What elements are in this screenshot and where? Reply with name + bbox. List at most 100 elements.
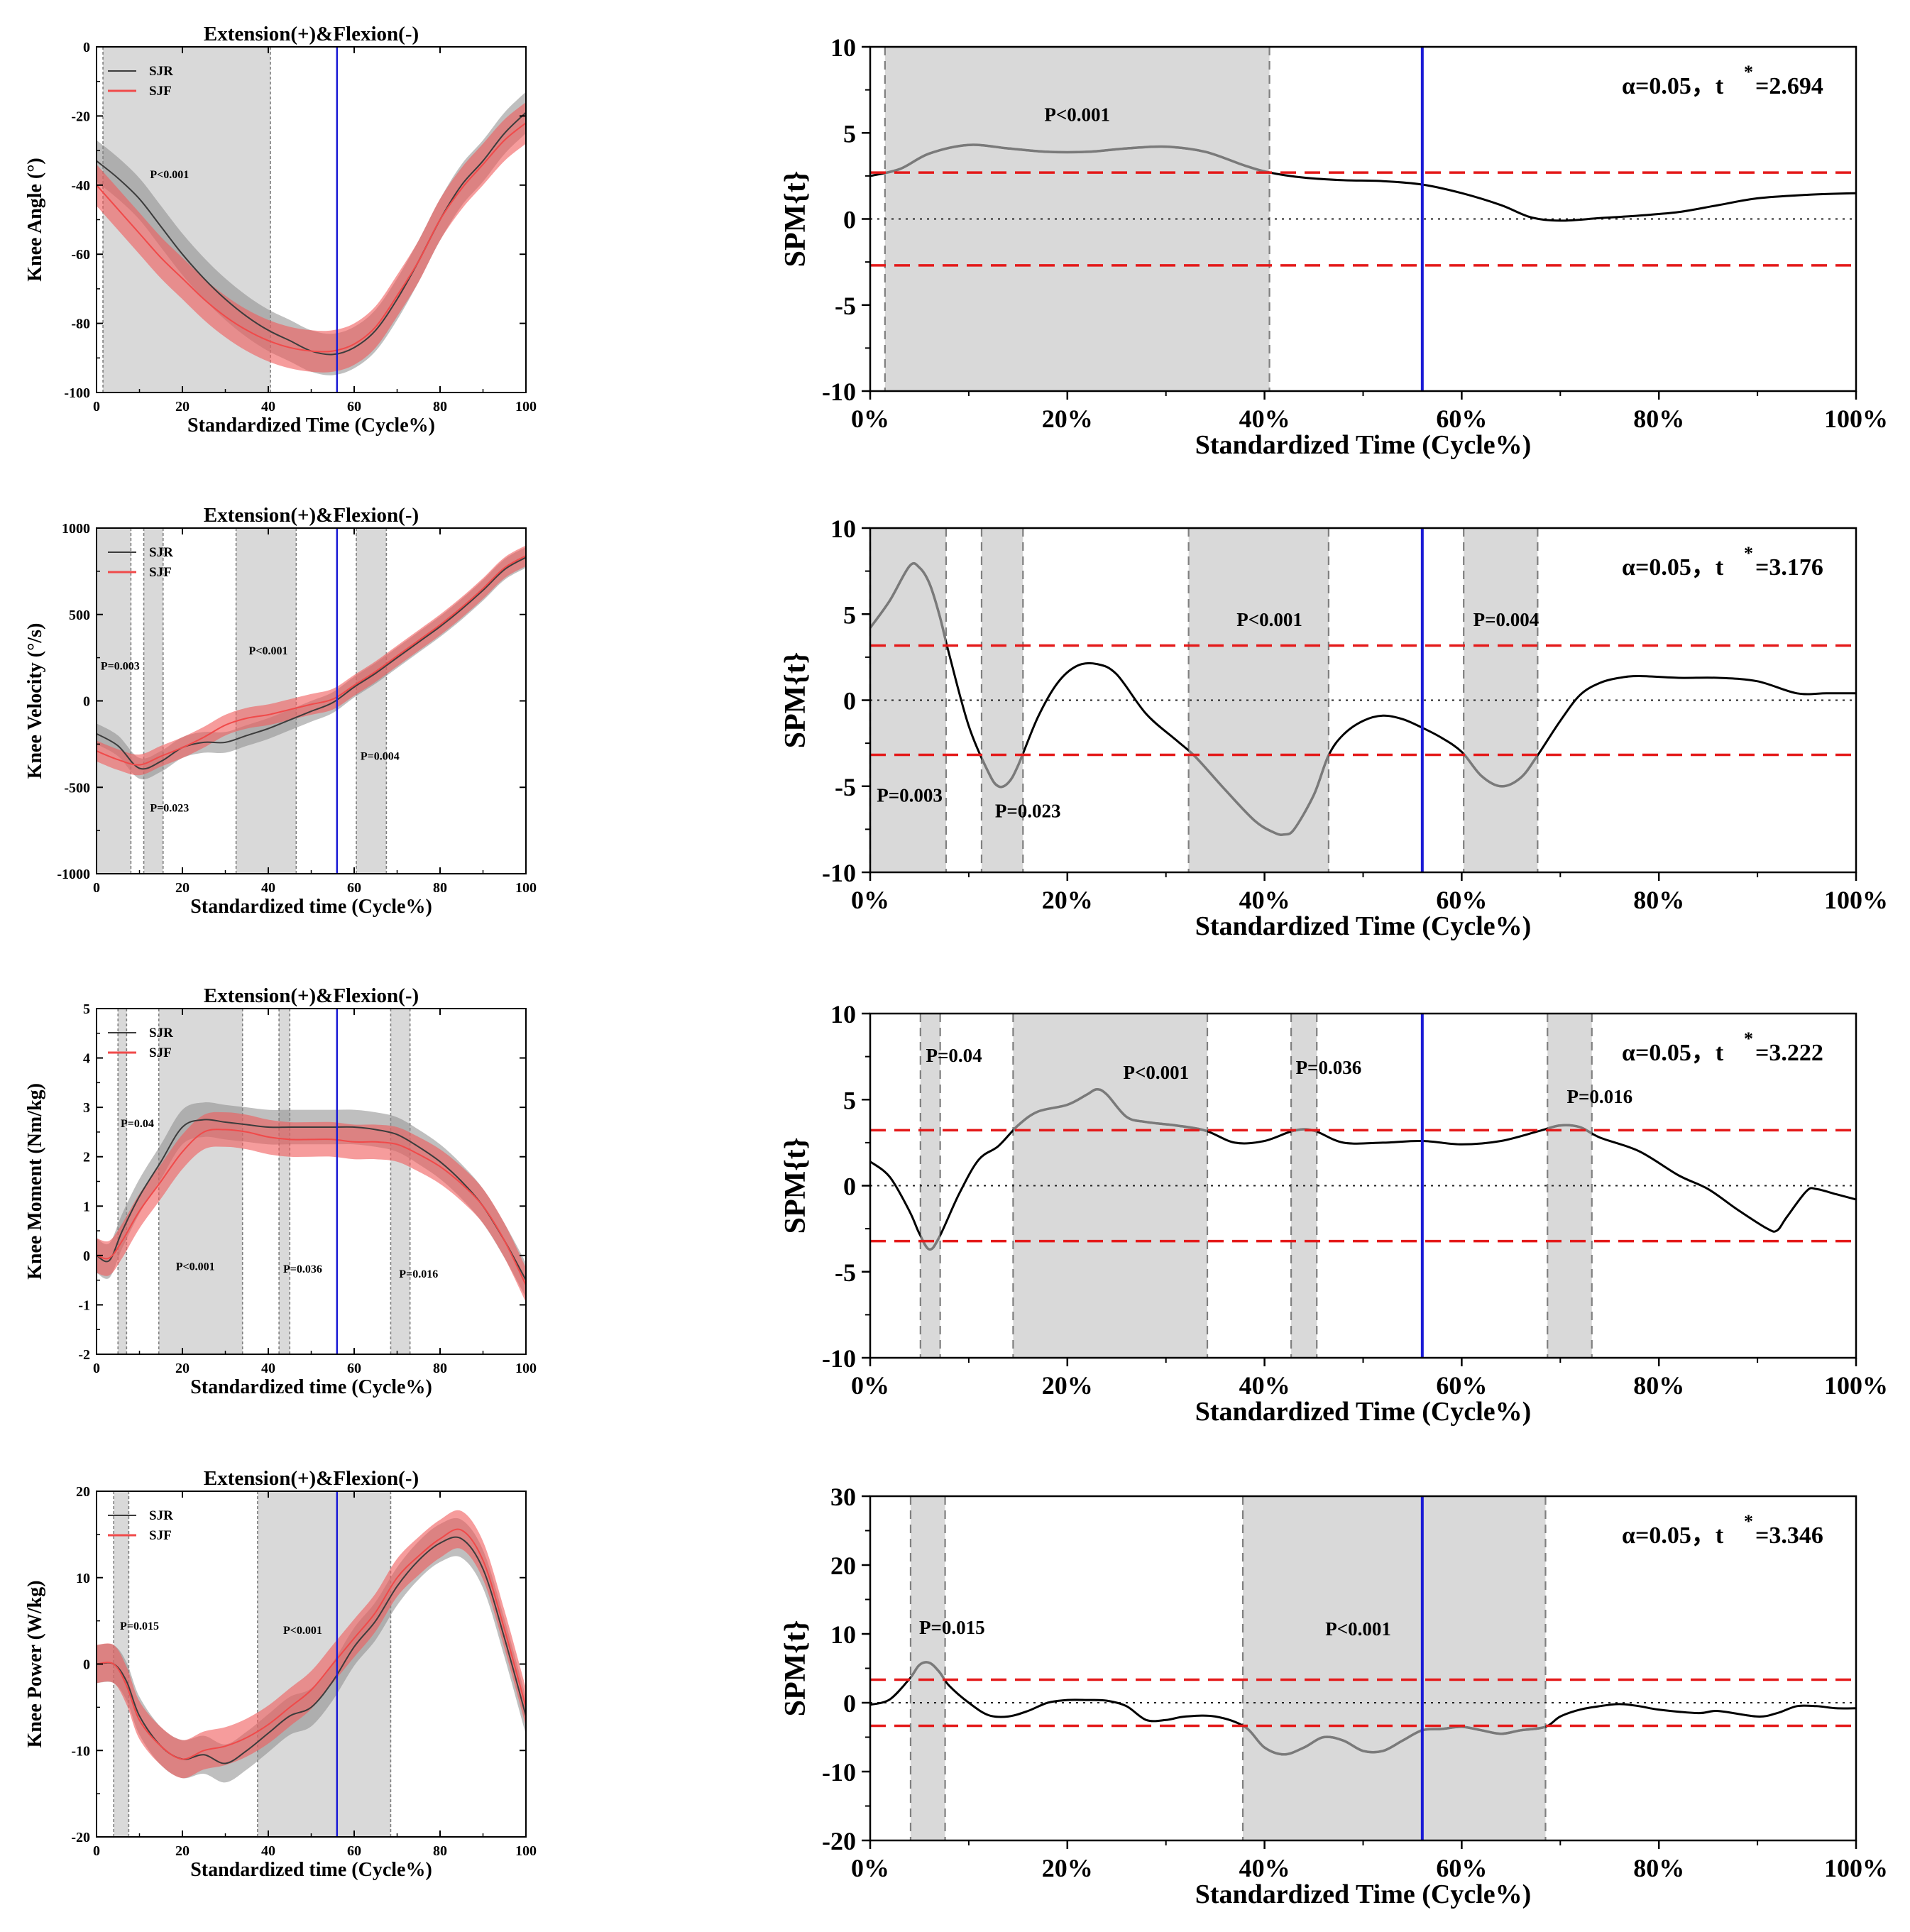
x-axis-label: Standardized time (Cycle%)	[190, 1859, 432, 1881]
p-value-label: P=0.015	[120, 1620, 159, 1632]
shaded-region	[118, 1009, 127, 1354]
sjf-sd-band	[97, 101, 526, 373]
y-tick-label: 10	[830, 515, 856, 543]
p-value-label: P=0.016	[399, 1268, 438, 1280]
x-tick-label: 0	[93, 1843, 100, 1859]
x-tick-label: 0%	[851, 1854, 889, 1882]
x-tick-label: 20	[175, 1361, 190, 1376]
x-tick-label: 20	[175, 1843, 190, 1859]
x-tick-label: 40%	[1239, 1854, 1290, 1882]
panel-title: Extension(+)&Flexion(-)	[204, 23, 419, 45]
x-tick-label: 100	[515, 1843, 537, 1859]
shaded-region	[920, 1014, 940, 1358]
x-tick-label: 40	[261, 880, 275, 896]
x-tick-label: 20%	[1042, 1371, 1093, 1400]
x-tick-label: 80%	[1633, 886, 1684, 914]
tstar-superscript: *	[1744, 62, 1753, 82]
y-tick-label: -60	[71, 247, 90, 263]
y-axis-label: SPM{t}	[779, 652, 812, 749]
shaded-region	[1243, 1496, 1546, 1840]
y-tick-label: 2	[83, 1150, 90, 1165]
shaded-region	[870, 528, 946, 872]
p-value-label: P=0.003	[877, 785, 943, 806]
sjf-mean-line	[96, 122, 527, 353]
x-tick-label: 20	[175, 399, 190, 415]
x-tick-label: 20%	[1042, 1854, 1093, 1882]
y-tick-label: -5	[835, 773, 856, 801]
x-tick-label: 40	[261, 399, 275, 415]
y-tick-label: 1000	[62, 521, 90, 537]
x-tick-label: 20%	[1042, 886, 1093, 914]
right-panel-spm_velocity: 10 5 0 -5 -100% 20% 40% 60% 80% 100% Standardized …	[779, 515, 1888, 941]
p-value-label: P<0.001	[283, 1625, 322, 1637]
x-tick-label: 60%	[1436, 1371, 1487, 1400]
y-tick-label: 500	[69, 608, 90, 623]
p-value-label: P=0.003	[101, 661, 140, 673]
shaded-region	[390, 1009, 410, 1354]
legend-label-sjr: SJR	[149, 545, 173, 560]
y-tick-label: 1	[83, 1199, 90, 1214]
tstar-superscript: *	[1744, 543, 1753, 564]
sjr-mean-line	[96, 1119, 527, 1281]
x-tick-label: 80	[433, 880, 447, 896]
shaded-region	[143, 528, 163, 874]
y-tick-label: 0	[83, 40, 90, 55]
x-tick-label: 80	[433, 1361, 447, 1376]
sjf-mean-line	[96, 1528, 527, 1760]
x-tick-label: 80	[433, 1843, 447, 1859]
panel-title: Extension(+)&Flexion(-)	[204, 504, 419, 527]
y-tick-label: -5	[835, 1258, 856, 1287]
y-axis-label: Knee Moment (Nm/kg)	[24, 1083, 46, 1280]
spm-line-significant	[884, 143, 1270, 175]
x-tick-label: 40	[261, 1843, 275, 1859]
tstar-superscript: *	[1744, 1028, 1753, 1049]
x-tick-label: 0	[93, 1361, 100, 1376]
sjf-mean-line	[96, 1129, 527, 1286]
y-axis-label: SPM{t}	[779, 171, 812, 268]
y-tick-label: -2	[78, 1347, 90, 1363]
x-axis-label: Standardized time (Cycle%)	[190, 1376, 432, 1398]
shaded-region	[1013, 1014, 1208, 1358]
x-tick-label: 100%	[1824, 1854, 1888, 1882]
x-tick-label: 0%	[851, 405, 889, 433]
y-tick-label: 5	[83, 1001, 90, 1017]
x-tick-label: 100%	[1824, 405, 1888, 433]
p-value-label: P<0.001	[176, 1261, 215, 1273]
right-panel-spm_power: 30 20 10 0 -10 -200% 20% 40% 60% 80% 100% Standardi…	[779, 1483, 1888, 1909]
x-axis-label: Standardized Time (Cycle%)	[1195, 911, 1532, 941]
x-axis-label: Standardized Time (Cycle%)	[1195, 430, 1532, 460]
alpha-label: α=0.05，t	[1622, 73, 1724, 99]
p-value-label: P=0.04	[121, 1118, 154, 1130]
panel-title: Extension(+)&Flexion(-)	[204, 984, 419, 1007]
y-tick-label: 10	[76, 1571, 90, 1586]
y-tick-label: 4	[83, 1051, 90, 1067]
y-tick-label: -10	[822, 859, 856, 887]
shaded-region	[981, 528, 1023, 872]
y-tick-label: 0	[843, 1173, 856, 1201]
y-tick-label: 20	[830, 1552, 856, 1580]
legend-label-sjf: SJF	[149, 1045, 172, 1060]
x-axis-label: Standardized Time (Cycle%)	[187, 415, 435, 437]
y-axis-label: SPM{t}	[779, 1138, 812, 1234]
x-tick-label: 100	[515, 399, 537, 415]
x-tick-label: 100	[515, 880, 537, 896]
y-tick-label: -10	[822, 378, 856, 406]
x-tick-label: 100%	[1824, 1371, 1888, 1400]
y-tick-label: -20	[822, 1827, 856, 1855]
y-tick-label: -10	[71, 1743, 90, 1759]
y-tick-label: 5	[843, 119, 856, 148]
y-tick-label: 3	[83, 1100, 90, 1116]
x-tick-label: 60%	[1436, 886, 1487, 914]
x-tick-label: 60%	[1436, 1854, 1487, 1882]
sjf-sd-band	[97, 1112, 526, 1302]
y-tick-label: 20	[76, 1484, 90, 1500]
y-tick-label: 10	[830, 1000, 856, 1028]
x-axis-label: Standardized Time (Cycle%)	[1195, 1397, 1532, 1427]
y-tick-label: 0	[843, 1689, 856, 1718]
p-value-label: P<0.001	[1325, 1618, 1391, 1640]
y-tick-label: -80	[71, 317, 90, 332]
